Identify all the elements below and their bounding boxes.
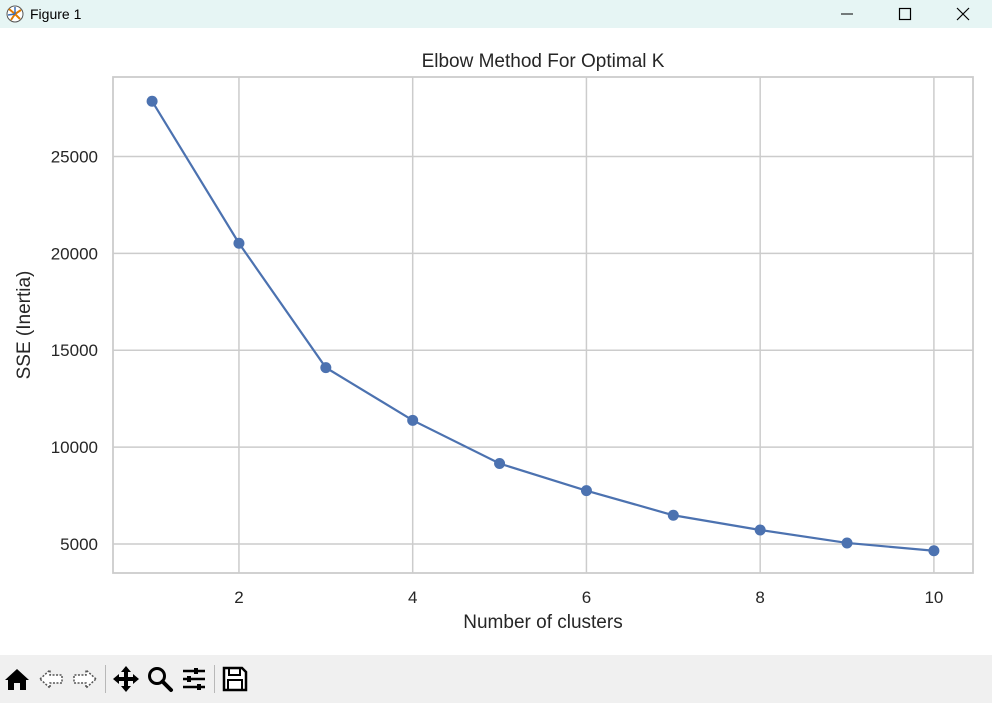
zoom-button[interactable] <box>143 661 177 697</box>
minimize-button[interactable] <box>818 0 876 28</box>
save-button[interactable] <box>218 661 252 697</box>
save-icon <box>222 666 248 692</box>
configure-subplots-button[interactable] <box>177 661 211 697</box>
y-tick-label: 15000 <box>51 341 98 360</box>
tick-labels: 2 4 6 8 10 5000 10000 15000 20000 25000 <box>51 147 944 607</box>
x-tick-label: 4 <box>408 588 417 607</box>
title-bar[interactable]: Figure 1 <box>0 0 992 28</box>
forward-icon <box>73 668 98 690</box>
data-point <box>146 95 158 107</box>
navigation-toolbar <box>0 655 992 703</box>
x-tick-label: 8 <box>755 588 764 607</box>
y-tick-label: 20000 <box>51 244 98 263</box>
minimize-icon <box>841 13 853 15</box>
pan-button[interactable] <box>109 661 143 697</box>
home-button[interactable] <box>0 661 34 697</box>
back-icon <box>38 668 63 690</box>
data-point <box>580 485 592 497</box>
data-series <box>146 95 940 557</box>
maximize-icon <box>898 7 912 21</box>
data-point <box>667 509 679 521</box>
zoom-icon <box>148 667 173 692</box>
data-point <box>494 458 506 470</box>
y-axis-label: SSE (Inertia) <box>14 271 35 380</box>
data-point <box>754 524 766 536</box>
y-tick-label: 10000 <box>51 438 98 457</box>
data-point <box>320 362 332 374</box>
data-point <box>928 545 940 557</box>
data-point <box>407 414 419 426</box>
series-line <box>151 100 935 552</box>
y-tick-label: 25000 <box>51 147 98 166</box>
elbow-chart: 2 4 6 8 10 5000 10000 15000 20000 25000 Elbow Met… <box>14 51 974 633</box>
axes-frame <box>112 76 974 574</box>
grid <box>113 77 973 573</box>
figure-canvas[interactable]: 2 4 6 8 10 5000 10000 15000 20000 25000 Elbow Met… <box>0 28 992 655</box>
home-icon <box>5 669 29 690</box>
back-button[interactable] <box>34 661 68 697</box>
toolbar-separator <box>214 665 215 693</box>
x-tick-label: 2 <box>234 588 243 607</box>
x-tick-label: 10 <box>924 588 943 607</box>
close-icon <box>956 7 970 21</box>
chart-title: Elbow Method For Optimal K <box>422 51 665 72</box>
forward-button[interactable] <box>68 661 102 697</box>
close-button[interactable] <box>934 0 992 28</box>
matplotlib-icon <box>4 3 26 25</box>
configure-subplots-icon <box>183 668 205 690</box>
maximize-button[interactable] <box>876 0 934 28</box>
window-title: Figure 1 <box>30 6 82 22</box>
x-axis-label: Number of clusters <box>463 612 622 633</box>
x-tick-label: 6 <box>582 588 591 607</box>
toolbar-separator <box>105 665 106 693</box>
pan-icon <box>113 666 139 692</box>
y-tick-label: 5000 <box>60 535 98 554</box>
data-point <box>233 237 245 249</box>
data-point <box>841 537 853 549</box>
